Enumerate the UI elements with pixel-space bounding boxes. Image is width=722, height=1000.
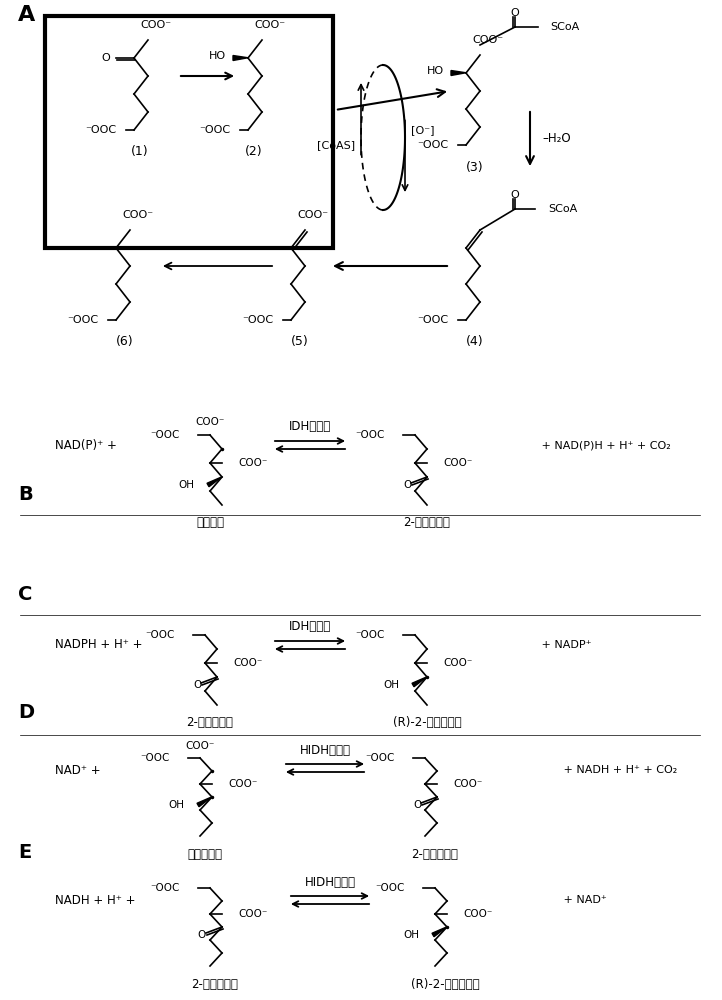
Text: (R)-2-羟基戊二酸: (R)-2-羟基戊二酸 <box>393 716 461 730</box>
Text: [CoAS]: [CoAS] <box>317 140 355 150</box>
Text: [O⁻]: [O⁻] <box>411 125 435 135</box>
Text: ⁻OOC: ⁻OOC <box>356 430 385 440</box>
Text: ⁻OOC: ⁻OOC <box>242 315 273 325</box>
Text: D: D <box>18 702 34 722</box>
Text: C: C <box>18 585 32 604</box>
Text: COO⁻: COO⁻ <box>472 35 503 45</box>
Text: ⁻OOC: ⁻OOC <box>417 140 448 150</box>
Text: ⁻OOC: ⁻OOC <box>151 430 180 440</box>
Text: ⁻OOC: ⁻OOC <box>417 315 448 325</box>
Text: COO⁻: COO⁻ <box>443 658 472 668</box>
Text: (2): (2) <box>245 145 263 158</box>
Text: 异柠橠酸: 异柠橠酸 <box>196 516 224 530</box>
Text: COO⁻: COO⁻ <box>186 741 214 751</box>
Bar <box>45 16 333 248</box>
Text: ⁻OOC: ⁻OOC <box>146 630 175 640</box>
Text: –H₂O: –H₂O <box>542 132 570 145</box>
Text: + NADH + H⁺ + CO₂: + NADH + H⁺ + CO₂ <box>560 765 677 775</box>
Text: COO⁻: COO⁻ <box>123 210 154 220</box>
Text: COO⁻: COO⁻ <box>196 417 225 427</box>
Text: ⁻OOC: ⁻OOC <box>67 315 98 325</box>
Text: COO⁻: COO⁻ <box>453 779 482 789</box>
Text: COO⁻: COO⁻ <box>443 458 472 468</box>
Polygon shape <box>412 677 427 687</box>
Polygon shape <box>451 71 466 75</box>
Text: A: A <box>18 5 35 25</box>
Text: ⁻OOC: ⁻OOC <box>375 883 405 893</box>
Text: O: O <box>403 480 411 490</box>
Text: ⁻OOC: ⁻OOC <box>356 630 385 640</box>
Text: OH: OH <box>403 930 419 940</box>
Polygon shape <box>432 927 447 937</box>
Text: O: O <box>193 680 201 690</box>
Text: OH: OH <box>178 480 194 490</box>
Text: (R)-2-羟基己二酸: (R)-2-羟基己二酸 <box>411 978 479 990</box>
Text: E: E <box>18 842 31 861</box>
Text: COO⁻: COO⁻ <box>238 909 267 919</box>
Text: NAD(P)⁺ +: NAD(P)⁺ + <box>55 438 121 452</box>
Text: COO⁻: COO⁻ <box>238 458 267 468</box>
Text: NADH + H⁺ +: NADH + H⁺ + <box>55 894 139 906</box>
Text: O: O <box>510 190 519 200</box>
Text: HIDH野生型: HIDH野生型 <box>300 744 350 756</box>
Text: COO⁻: COO⁻ <box>233 658 262 668</box>
Text: 2-氧代己二酸: 2-氧代己二酸 <box>191 978 238 990</box>
Text: IDH突变体: IDH突变体 <box>289 620 331 634</box>
Text: HO: HO <box>209 51 226 61</box>
Text: 2-氧代己二酸: 2-氧代己二酸 <box>412 848 458 860</box>
Text: NADPH + H⁺ +: NADPH + H⁺ + <box>55 639 147 652</box>
Text: COO⁻: COO⁻ <box>254 20 286 30</box>
Text: 2-氧代戊二酸: 2-氧代戊二酸 <box>404 516 451 530</box>
Text: SCoA: SCoA <box>548 204 578 214</box>
Text: O: O <box>510 8 519 18</box>
Text: IDH野生型: IDH野生型 <box>289 420 331 434</box>
Text: O: O <box>198 930 206 940</box>
Text: B: B <box>18 486 32 504</box>
Text: O: O <box>101 53 110 63</box>
Text: (4): (4) <box>466 336 484 349</box>
Text: 高异柠橠酸: 高异柠橠酸 <box>188 848 222 860</box>
Text: ⁻OOC: ⁻OOC <box>141 753 170 763</box>
Text: HIDH突变体: HIDH突变体 <box>305 876 355 888</box>
Text: (1): (1) <box>131 145 149 158</box>
Text: OH: OH <box>383 680 399 690</box>
Text: ⁻OOC: ⁻OOC <box>365 753 395 763</box>
Polygon shape <box>207 477 222 487</box>
Text: + NADP⁺: + NADP⁺ <box>538 640 591 650</box>
Text: 2-氧代戊二酸: 2-氧代戊二酸 <box>186 716 233 730</box>
Polygon shape <box>197 797 212 807</box>
Polygon shape <box>233 56 248 60</box>
Text: COO⁻: COO⁻ <box>463 909 492 919</box>
Text: NAD⁺ +: NAD⁺ + <box>55 764 105 776</box>
Text: (5): (5) <box>291 336 309 349</box>
Text: OH: OH <box>168 800 184 810</box>
Text: (3): (3) <box>466 160 484 174</box>
Text: ⁻OOC: ⁻OOC <box>199 125 230 135</box>
Text: COO⁻: COO⁻ <box>228 779 257 789</box>
Text: ⁻OOC: ⁻OOC <box>151 883 180 893</box>
Text: + NAD⁺: + NAD⁺ <box>560 895 606 905</box>
Text: ⁻OOC: ⁻OOC <box>85 125 116 135</box>
Text: COO⁻: COO⁻ <box>297 210 329 220</box>
Text: (6): (6) <box>116 336 134 349</box>
Text: HO: HO <box>427 66 444 76</box>
Text: SCoA: SCoA <box>550 22 579 32</box>
Text: COO⁻: COO⁻ <box>141 20 172 30</box>
Text: + NAD(P)H + H⁺ + CO₂: + NAD(P)H + H⁺ + CO₂ <box>538 440 671 450</box>
Text: O: O <box>413 800 421 810</box>
